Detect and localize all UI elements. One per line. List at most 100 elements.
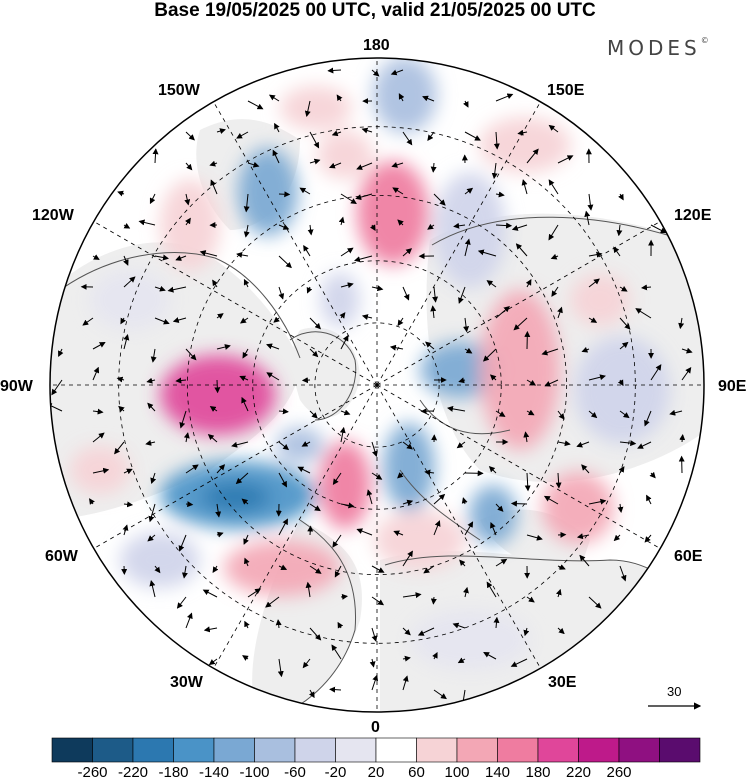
wind-vector [203,626,218,633]
map-title: Base 19/05/2025 00 UTC, valid 21/05/2025… [154,0,596,21]
wind-vector [371,674,379,691]
coastline [431,216,691,246]
wind-vector [154,254,169,261]
wind-vector [244,620,250,629]
wind-vector [371,285,384,292]
wind-vector [214,379,221,394]
wind-vector [154,285,166,292]
colorbar-swatch [618,737,660,763]
wind-vector [524,472,531,492]
colorbar-swatch [335,737,377,763]
wind-vector [397,317,404,327]
coastline [399,469,481,541]
wind-vector [265,596,280,608]
wind-vector [619,317,631,330]
wind-vector [525,279,532,288]
wind-vector [340,409,351,416]
wind-vector [331,644,342,660]
wind-vector [459,559,466,567]
wind-vector [212,565,219,573]
anomaly-patch [224,540,340,596]
wind-vector [588,410,598,419]
wind-vector [495,222,513,229]
wind-vector [402,592,422,599]
meridian-label-120e: 120E [674,207,712,224]
wind-vector [89,498,95,505]
wind-vector [588,278,600,288]
meridian-label-150w: 150W [158,82,200,99]
wind-vector [328,162,342,169]
wind-vector [557,410,565,420]
wind-vector [550,253,559,260]
wind-vector [458,377,466,384]
latitude-circle [314,322,440,448]
wind-vector [334,565,342,578]
anomaly-patch [479,117,571,173]
wind-vector [309,689,315,699]
wind-vector [588,317,598,323]
wind-vector [617,379,624,387]
wind-vector [243,278,250,288]
wind-vector [557,306,563,319]
anomaly-patch [410,610,530,670]
wind-vector [361,314,373,320]
wind-vector [303,244,311,257]
wind-vector [402,655,411,662]
wind-vector [493,131,500,150]
wind-vector [619,410,630,419]
wind-vector [557,564,566,570]
wind-vector [637,441,652,449]
wind-vector [337,621,344,629]
anomaly-patch [373,58,437,133]
wind-vector [92,254,100,260]
wind-vector [641,284,652,291]
wind-vector [278,255,292,269]
wind-vector [430,305,437,319]
wind-vector [548,124,559,133]
meridian-label-90e: 90E [718,378,747,395]
wind-vector [212,279,218,288]
anomaly-patch [570,274,630,326]
colorbar-tick-label: -140 [198,764,230,781]
wind-vector [588,498,607,505]
meridian-line [93,384,378,549]
wind-vector [309,317,321,330]
coastline [289,331,357,421]
wind-vector [681,347,693,354]
wind-vector [402,286,410,301]
wind-vector [148,503,156,523]
wind-vector [464,347,473,354]
wind-vector [92,342,106,350]
meridian-line [93,221,378,386]
wind-vector [402,550,413,567]
wind-vector [488,465,497,474]
meridian-line [213,101,378,386]
wind-vector [338,216,345,226]
wind-vector [397,472,404,479]
wind-vector [432,652,438,660]
wind-vector [147,402,156,412]
colorbar-swatch [92,737,134,763]
colorbar-swatch [132,737,174,763]
modes-logo: MODES© [607,36,709,60]
wind-vector [216,128,226,134]
wind-vector [297,466,311,474]
wind-vector [489,374,497,381]
wind-vector [209,160,218,167]
wind-vector [274,122,280,133]
wind-vector [369,224,376,232]
colorbar-tick-label: -180 [158,764,189,781]
colorbar-tick-label: -260 [77,764,108,781]
wind-vector [495,191,505,198]
wind-vector [273,316,280,323]
wind-vector [231,441,249,448]
wind-vector [185,501,194,508]
wind-vector [548,179,559,195]
wind-vector [332,534,342,548]
wind-vector [278,286,285,300]
wind-vector [123,223,131,229]
anomaly-patch [160,179,220,271]
wind-vector [635,308,652,319]
anomaly-patch [542,472,614,544]
wind-vector [327,67,342,74]
